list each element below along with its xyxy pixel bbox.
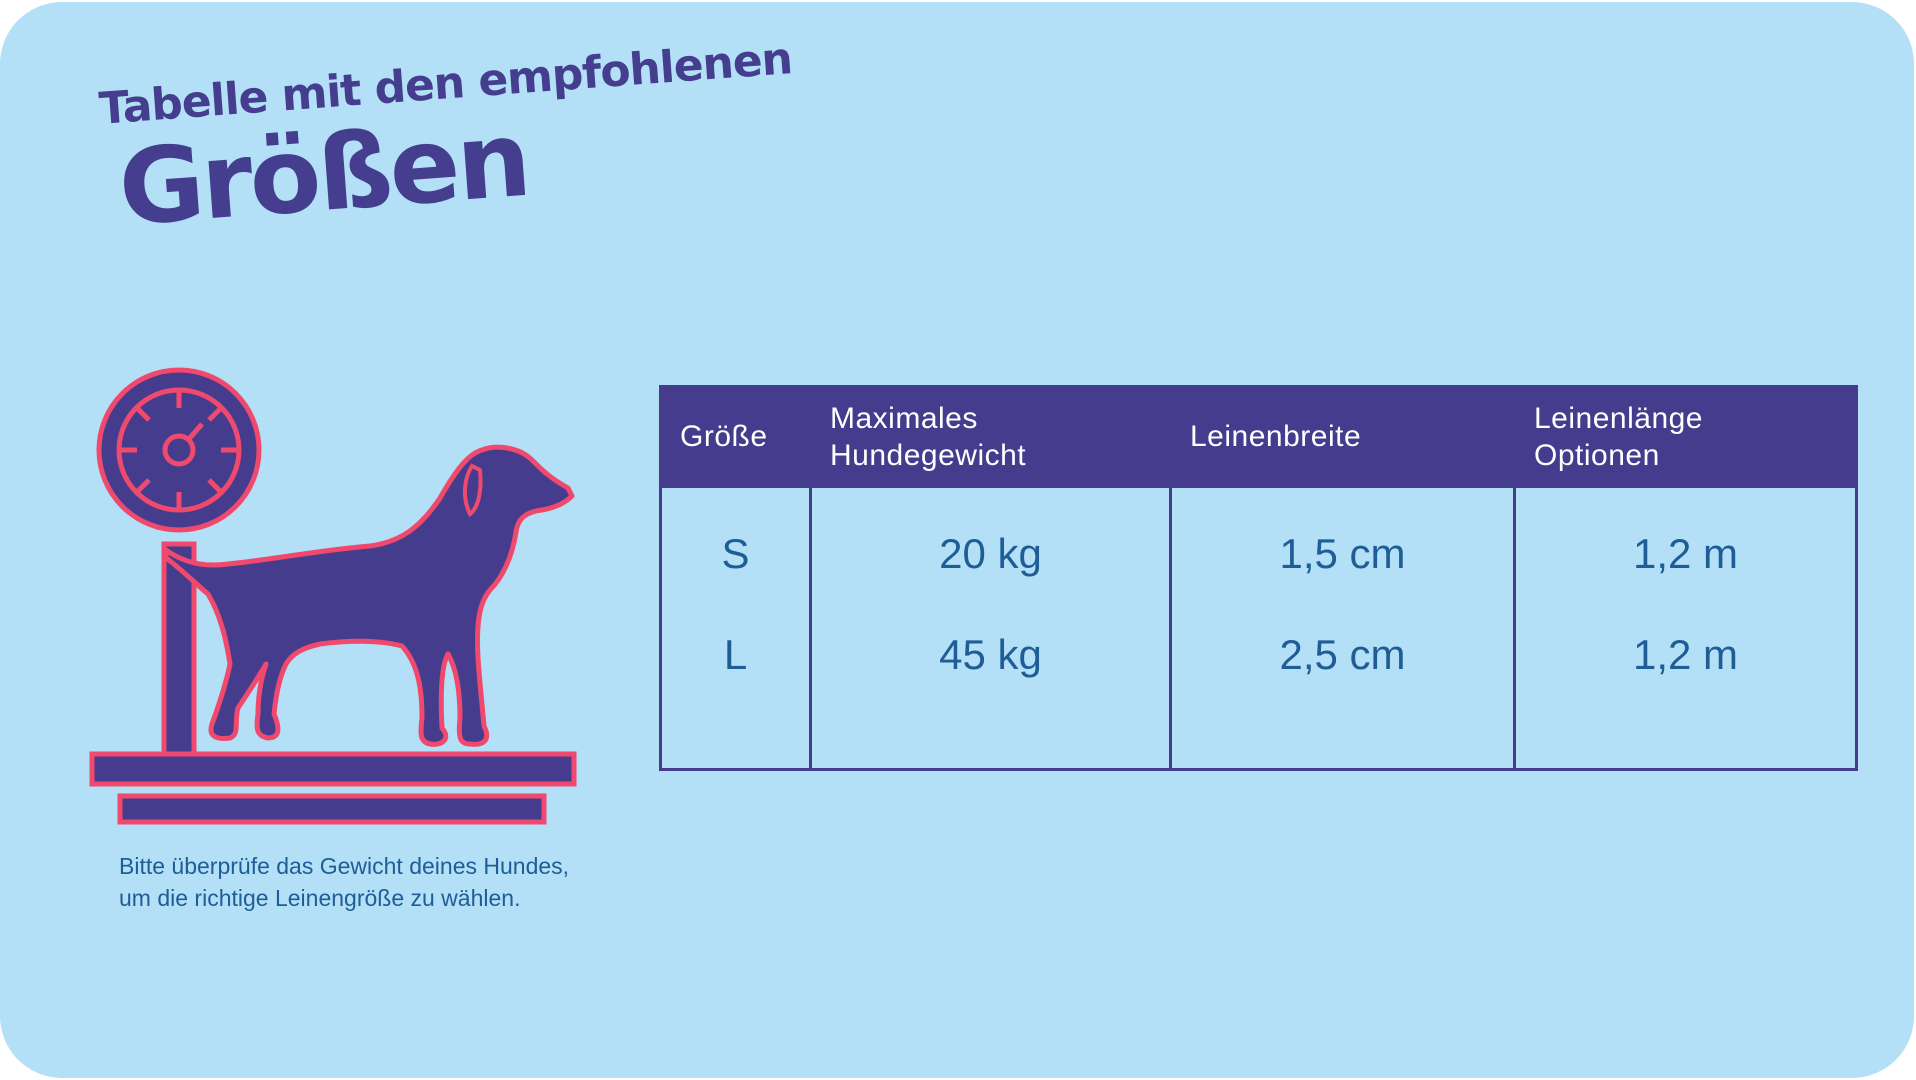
cell-leash-width: 2,5 cm [1169,611,1516,771]
table-row: S 20 kg 1,5 cm 1,2 m [659,486,1858,611]
cell-max-weight: 45 kg [809,611,1172,771]
cell-size: S [659,486,812,611]
cell-leash-length: 1,2 m [1513,611,1858,771]
weight-hint: Bitte überprüfe das Gewicht deines Hunde… [119,850,639,914]
scale-dial-icon [96,367,262,533]
page-title: Tabelle mit den empfohlenen Größen [96,13,801,249]
weight-hint-line-2: um die richtige Leinengröße zu wählen. [119,885,521,911]
table-row: L 45 kg 2,5 cm 1,2 m [659,611,1858,771]
header-leash-length: Leinenlänge Optionen [1513,385,1858,488]
scale-platform [89,751,577,787]
header-max-weight: Maximales Hundegewicht [809,385,1172,488]
scale-base [117,793,547,825]
table-header-row: Größe Maximales Hundegewicht Leinenbreit… [659,385,1858,488]
cell-size: L [659,611,812,771]
header-size: Größe [659,385,812,488]
header-leash-width: Leinenbreite [1169,385,1516,488]
cell-leash-width: 1,5 cm [1169,486,1516,611]
dog-silhouette [163,444,575,747]
weight-hint-line-1: Bitte überprüfe das Gewicht deines Hunde… [119,853,570,879]
dog-on-scale-icon [89,367,577,825]
cell-max-weight: 20 kg [809,486,1172,611]
cell-leash-length: 1,2 m [1513,486,1858,611]
dog-ear [463,463,483,518]
size-table: Größe Maximales Hundegewicht Leinenbreit… [659,385,1858,771]
